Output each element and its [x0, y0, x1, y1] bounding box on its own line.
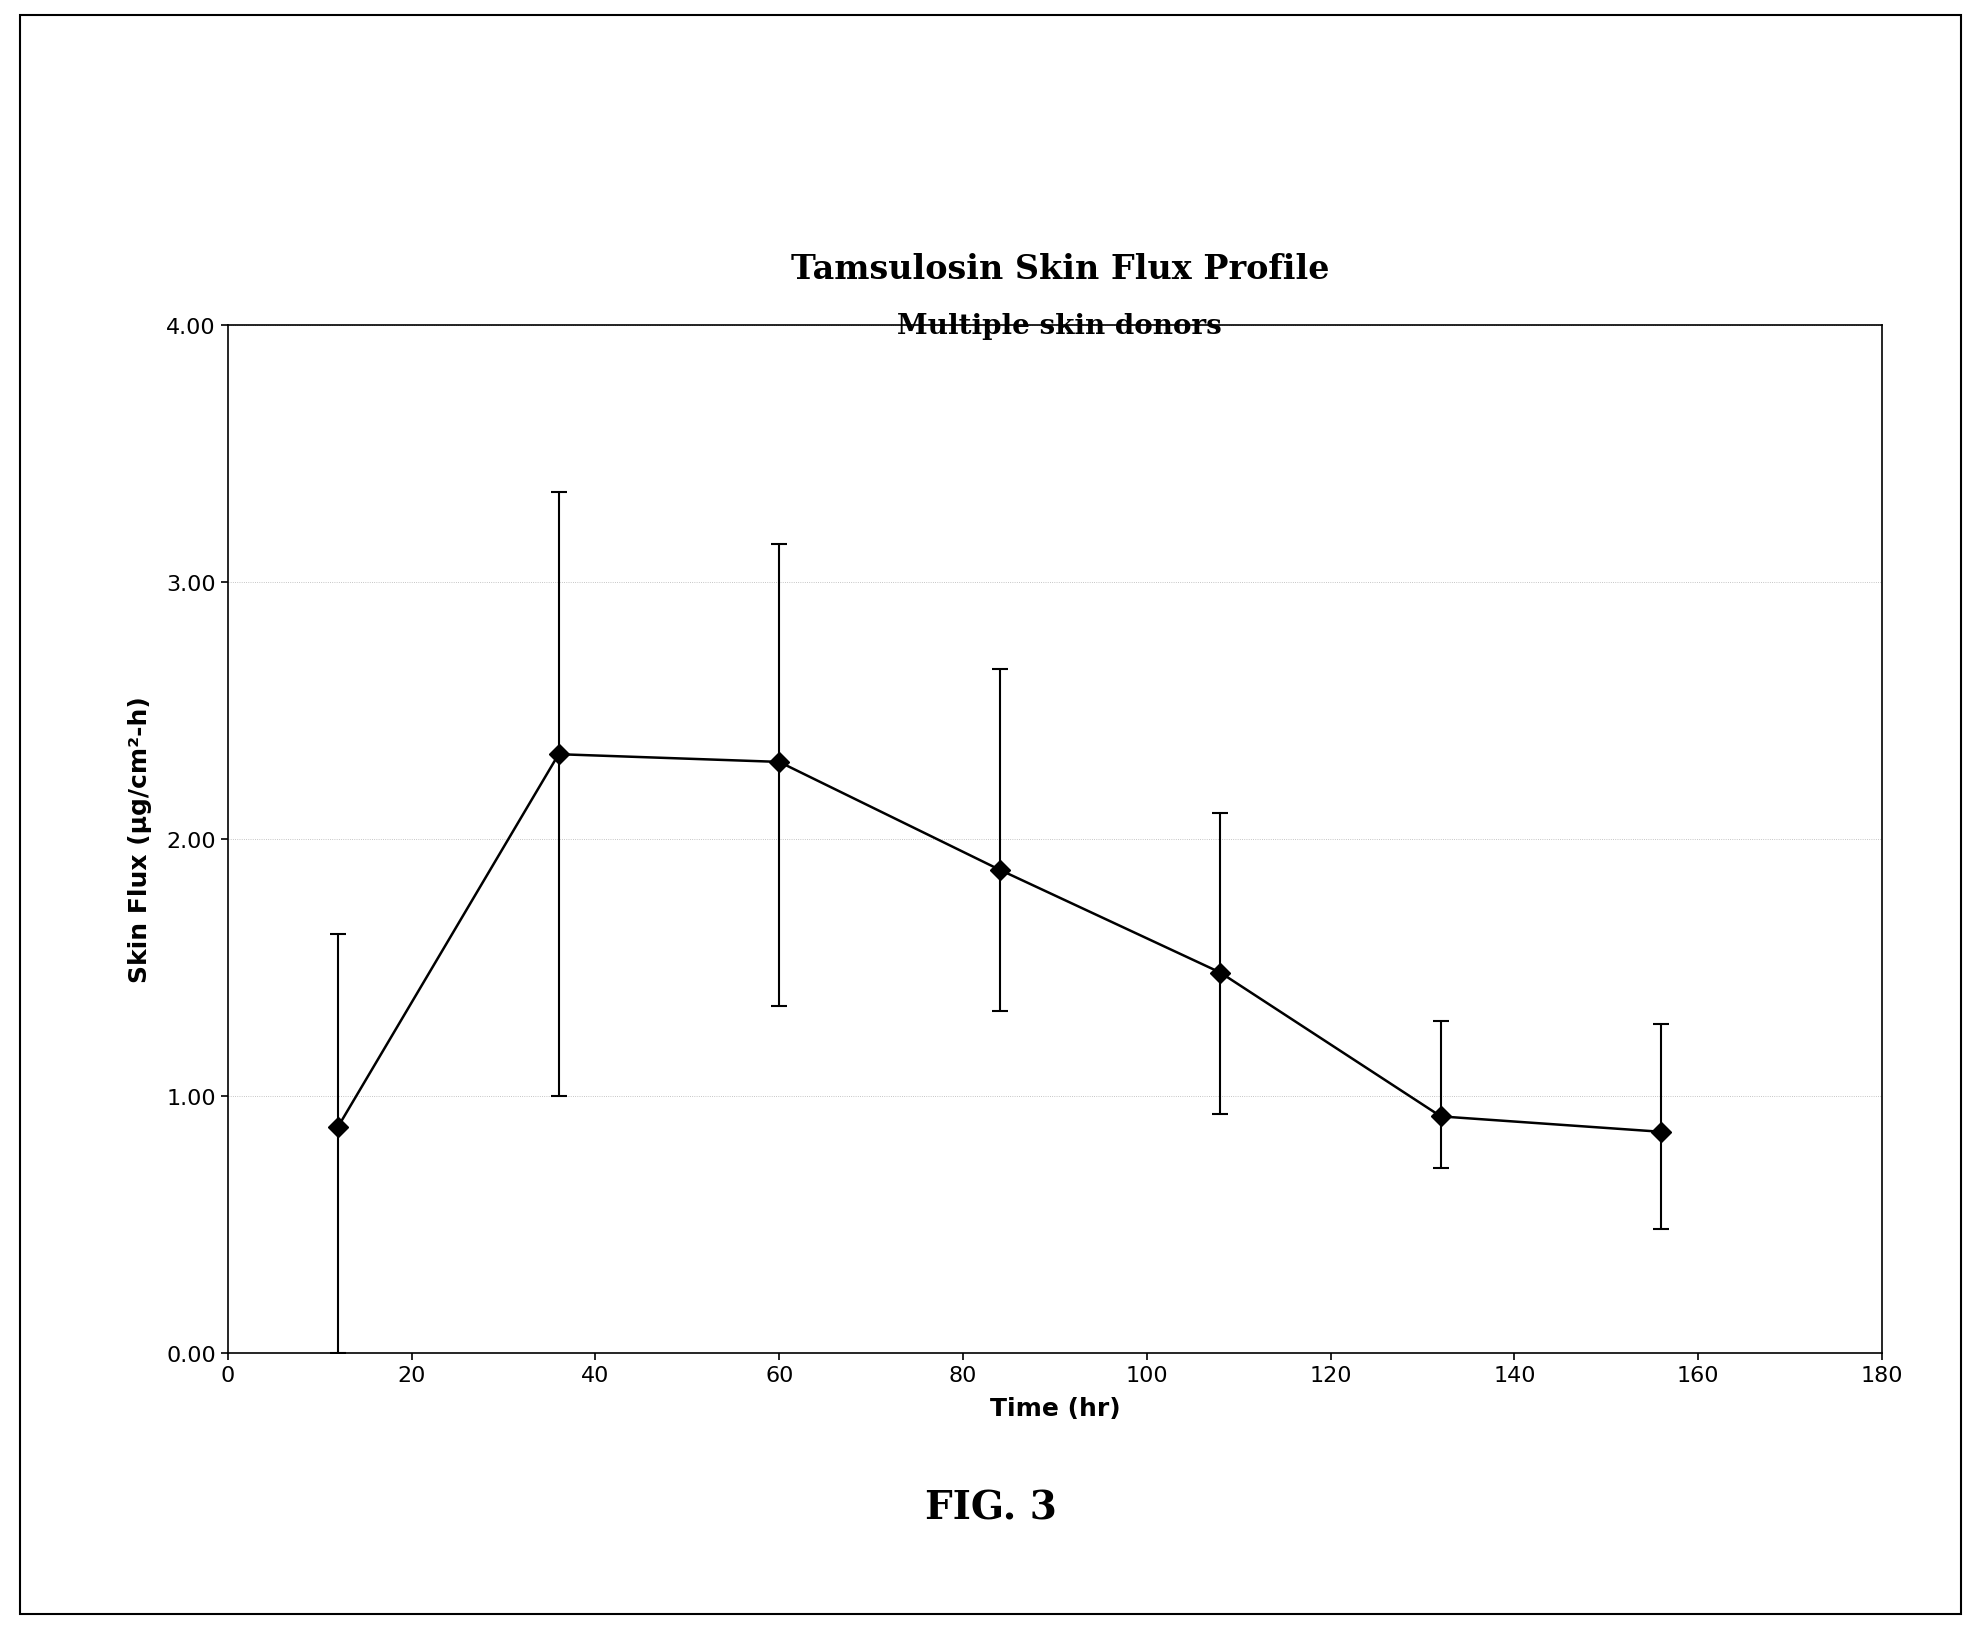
Text: FIG. 3: FIG. 3 [925, 1488, 1055, 1527]
Y-axis label: Skin Flux (µg/cm²-h): Skin Flux (µg/cm²-h) [129, 696, 152, 983]
X-axis label: Time (hr): Time (hr) [990, 1395, 1119, 1420]
Text: Tamsulosin Skin Flux Profile: Tamsulosin Skin Flux Profile [790, 253, 1329, 285]
Text: Multiple skin donors: Multiple skin donors [897, 313, 1222, 339]
